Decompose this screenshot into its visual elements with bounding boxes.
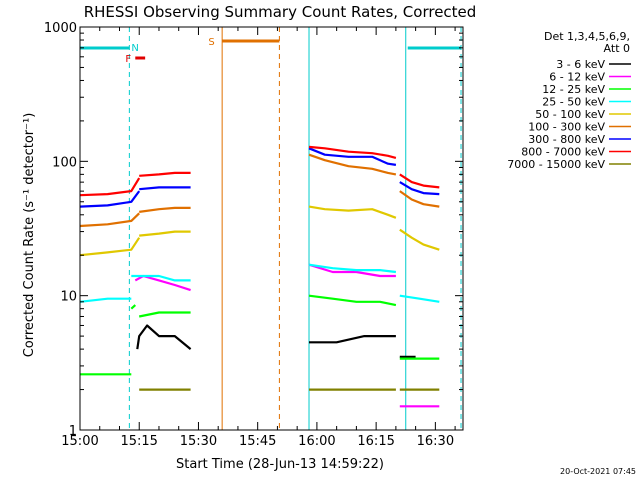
series-line: [139, 171, 191, 177]
series-6: [79, 147, 440, 208]
y-tick-label: 1: [69, 424, 77, 439]
legend-label-7: 800 - 7000 keV: [521, 146, 605, 159]
series-2: [80, 294, 440, 376]
y-axis-label: Corrected Count Rate (s⁻¹ detector⁻¹): [22, 113, 37, 358]
y-tick-label: 10: [60, 290, 77, 305]
series-line: [134, 274, 191, 292]
legend-label-2: 12 - 25 keV: [542, 83, 605, 96]
legend-label-5: 100 - 300 keV: [528, 121, 605, 134]
series-line: [79, 297, 132, 303]
series-line: [308, 263, 396, 278]
series-4: [79, 205, 440, 257]
flag-label-n: N: [131, 43, 138, 54]
series-line: [308, 153, 397, 176]
series-7: [79, 145, 440, 197]
x-tick-label: 15:00: [61, 434, 98, 449]
x-axis-label: Start Time (28-Jun-13 14:59:22): [176, 457, 384, 472]
x-tick-label: 16:15: [357, 434, 394, 449]
x-tick-label: 15:15: [120, 434, 157, 449]
legend-header-line1: Det 1,3,4,5,6,9,: [544, 30, 630, 43]
flag-label-f: F: [125, 54, 131, 65]
plot-frame: [79, 26, 464, 431]
series-layer: [79, 145, 440, 408]
series-line: [136, 324, 192, 350]
series-line: [399, 228, 440, 251]
series-line: [79, 237, 141, 257]
series-line: [399, 181, 440, 196]
flag-label-s: S: [208, 37, 214, 48]
series-line: [308, 205, 397, 219]
series-line: [139, 230, 191, 237]
series-line: [79, 177, 141, 197]
x-tick-label: 15:30: [180, 434, 217, 449]
series-5: [79, 153, 440, 228]
series-0: [136, 324, 416, 358]
legend-label-8: 7000 - 15000 keV: [507, 158, 605, 171]
series-1: [134, 263, 440, 408]
series-line: [399, 294, 440, 303]
series-line: [79, 212, 140, 228]
plot-area: NFS 15:00 15:15 15:30 15:45 16:00 16:15 16:30 …: [44, 21, 464, 449]
footer-date: 20-Oct-2021 07:45: [560, 467, 636, 476]
series-line: [138, 311, 191, 318]
series-line: [308, 145, 397, 159]
legend-label-0: 3 - 6 keV: [556, 58, 605, 71]
y-tick-label: 1000: [44, 21, 77, 36]
x-tick-label: 16:30: [417, 434, 454, 449]
series-3: [79, 263, 440, 303]
series-line: [308, 263, 397, 274]
series-line: [79, 190, 141, 208]
legend-header-line2: Att 0: [604, 42, 630, 55]
y-axis-ticks: 1 10 100 1000: [44, 21, 463, 439]
x-axis-ticks: 15:00 15:15 15:30 15:45 16:00 16:15 16:30: [61, 27, 456, 449]
legend-label-3: 25 - 50 keV: [542, 96, 605, 109]
legend-label-6: 300 - 800 keV: [528, 133, 605, 146]
series-line: [139, 206, 191, 213]
legend-label-1: 6 - 12 keV: [549, 71, 605, 84]
series-line: [130, 304, 137, 310]
series-line: [309, 335, 396, 344]
series-line: [399, 190, 440, 208]
flag-bars: NF S: [80, 27, 462, 430]
series-line: [131, 274, 191, 282]
series-line: [308, 294, 397, 307]
y-tick-label: 100: [52, 155, 77, 170]
series-line: [399, 173, 440, 189]
series-line: [308, 147, 397, 166]
series-line: [139, 186, 191, 191]
legend-label-4: 50 - 100 keV: [535, 108, 605, 121]
x-tick-label: 15:45: [239, 434, 276, 449]
chart-title: RHESSI Observing Summary Count Rates, Co…: [84, 3, 477, 21]
x-tick-label: 16:00: [298, 434, 335, 449]
